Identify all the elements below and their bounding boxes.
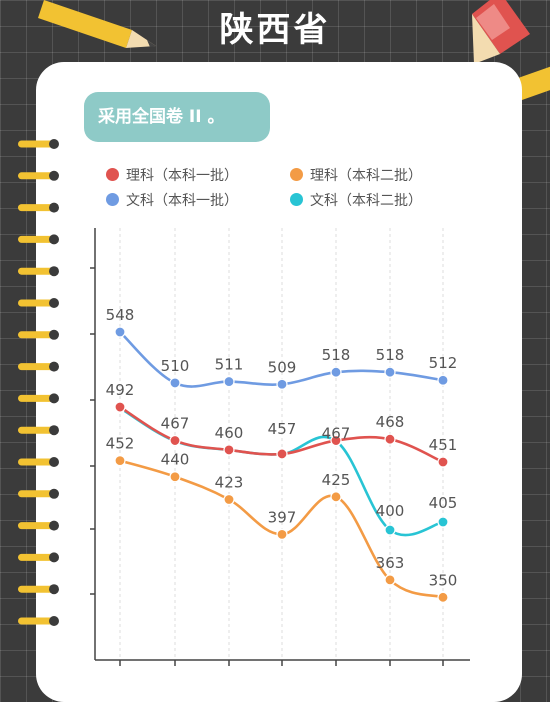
data-label: 425 bbox=[322, 471, 351, 489]
data-label: 510 bbox=[161, 357, 190, 375]
binder-ring-icon bbox=[18, 488, 59, 499]
legend-dot-icon bbox=[290, 193, 303, 206]
binder-ring-icon bbox=[18, 202, 59, 213]
data-label: 518 bbox=[322, 346, 351, 364]
binder-ring-icon bbox=[18, 584, 59, 595]
data-point bbox=[169, 377, 181, 389]
data-point bbox=[330, 434, 342, 447]
binder-ring-icon bbox=[18, 361, 59, 372]
legend-item-science-2: 理科（本科二批） bbox=[290, 166, 422, 186]
binder-ring-icon bbox=[18, 298, 59, 308]
data-label: 492 bbox=[106, 381, 135, 399]
series-1 bbox=[114, 455, 449, 603]
binder-ring-icon bbox=[18, 393, 59, 404]
binder-ring-icon bbox=[18, 234, 59, 245]
data-label: 512 bbox=[429, 354, 458, 372]
data-point bbox=[169, 434, 181, 447]
data-point bbox=[437, 374, 449, 386]
data-label: 423 bbox=[215, 474, 244, 492]
exam-badge: 采用全国卷 II 。 bbox=[84, 92, 270, 142]
page-title: 陕西省 bbox=[219, 10, 331, 50]
data-label: 468 bbox=[376, 413, 405, 431]
data-point bbox=[437, 516, 449, 528]
line-chart: 452 440 423 397 425 363 350 400 405 492 467 460 457 4… bbox=[90, 228, 470, 666]
legend-label: 文科（本科二批） bbox=[310, 193, 422, 209]
data-label: 467 bbox=[322, 425, 351, 443]
data-point bbox=[276, 378, 288, 390]
data-point bbox=[330, 491, 342, 503]
data-label: 452 bbox=[106, 435, 135, 453]
data-label: 397 bbox=[268, 508, 297, 526]
binder-ring-icon bbox=[18, 425, 59, 436]
spiral-binding bbox=[18, 139, 59, 626]
data-point bbox=[223, 493, 235, 506]
legend-dot-icon bbox=[290, 168, 303, 181]
data-point bbox=[114, 401, 126, 413]
binder-ring-icon bbox=[18, 616, 59, 626]
binder-ring-icon bbox=[18, 552, 59, 563]
data-label: 518 bbox=[376, 346, 405, 364]
data-point bbox=[384, 366, 396, 378]
data-point bbox=[114, 455, 126, 467]
binder-ring-icon bbox=[18, 170, 59, 181]
legend-label: 理科（本科二批） bbox=[310, 168, 422, 184]
legend-item-science-1: 理科（本科一批） bbox=[106, 166, 238, 186]
data-point bbox=[276, 448, 288, 460]
data-label: 405 bbox=[429, 494, 458, 512]
data-point bbox=[437, 591, 449, 603]
data-label: 460 bbox=[215, 424, 244, 442]
binder-ring-icon bbox=[18, 139, 59, 149]
data-point bbox=[169, 471, 181, 483]
data-label: 509 bbox=[268, 358, 297, 376]
data-label: 451 bbox=[429, 436, 458, 454]
data-point bbox=[437, 456, 449, 468]
binder-ring-icon bbox=[18, 457, 59, 467]
data-label: 511 bbox=[215, 356, 244, 374]
data-label: 548 bbox=[106, 306, 135, 324]
data-label: 467 bbox=[161, 415, 190, 433]
data-point bbox=[330, 366, 342, 378]
legend-item-arts-1: 文科（本科一批） bbox=[106, 191, 238, 211]
data-point bbox=[223, 375, 235, 388]
data-label: 400 bbox=[376, 502, 405, 520]
legend-dot-icon bbox=[106, 168, 119, 181]
series-2 bbox=[114, 326, 449, 390]
legend-dot-icon bbox=[106, 193, 119, 206]
legend-label: 文科（本科一批） bbox=[126, 193, 238, 209]
data-label: 350 bbox=[429, 571, 458, 589]
binder-ring-icon bbox=[18, 329, 59, 340]
data-point bbox=[223, 444, 235, 456]
data-point bbox=[384, 524, 396, 536]
data-point bbox=[276, 528, 288, 540]
legend-label: 理科（本科一批） bbox=[126, 168, 238, 184]
data-point bbox=[384, 574, 396, 586]
series-0 bbox=[114, 401, 449, 468]
data-point bbox=[114, 326, 126, 338]
binder-ring-icon bbox=[18, 520, 59, 531]
data-label: 457 bbox=[268, 420, 297, 438]
data-label: 440 bbox=[161, 451, 190, 469]
binder-ring-icon bbox=[18, 266, 59, 277]
data-point bbox=[384, 433, 396, 445]
legend-item-arts-2: 文科（本科二批） bbox=[290, 191, 422, 211]
data-label: 363 bbox=[376, 554, 405, 572]
